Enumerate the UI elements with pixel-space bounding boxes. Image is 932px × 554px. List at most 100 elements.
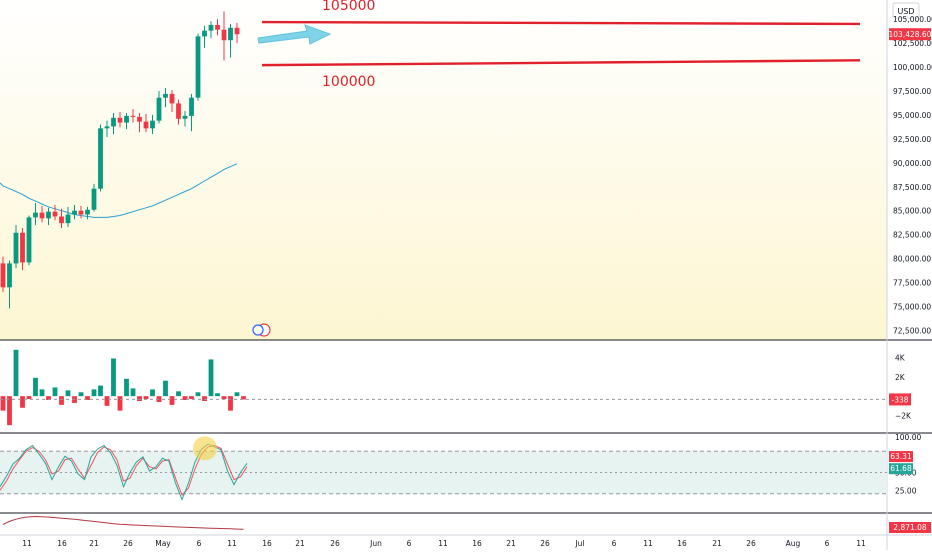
time-tick-label: 26 [540,539,550,548]
level-line [261,20,861,26]
price-tick-label: 100,000.00 [893,63,932,72]
candle-body [150,120,155,129]
volume-bar [241,396,246,400]
candle-body [111,117,116,127]
last-price-badge [889,28,931,41]
volume-tick-label: 4K [895,354,906,363]
candle-body [98,128,103,189]
candle-body [169,93,175,104]
time-tick-label: 26 [746,539,756,548]
time-tick-label: 21 [712,539,722,548]
time-tick-label: 21 [295,539,305,548]
candle-body [130,115,136,117]
volume-tick-label: −2K [895,412,912,421]
time-tick-label: 6 [197,539,202,548]
volume-bar [85,396,90,401]
candle-body [72,210,77,215]
volume-bar [13,349,19,397]
oscillator-d-label: 61.68 [890,464,912,473]
candle-body [163,93,168,98]
time-tick-label: 6 [825,539,830,548]
volume-bar [26,396,32,400]
currency-badge[interactable] [892,2,920,19]
time-tick-label: 26 [123,539,133,548]
candle-body [202,30,207,37]
volume-bar [156,396,162,402]
volume-bar [221,396,227,400]
oscillator-tick-label: 100.00 [895,433,921,442]
candle-body [182,115,188,119]
level-label: 100000 [322,74,375,90]
time-tick-label: 6 [612,539,617,548]
candle-body [0,263,6,288]
candle-body [20,232,25,263]
candle-body [176,103,181,119]
time-tick-label: 11 [22,539,32,548]
candle-body [208,24,214,31]
volume-bar [234,392,240,397]
candle-body [91,188,97,210]
volume-bar [65,390,71,397]
time-tick-label: 16 [677,539,687,548]
volume-bar [195,392,201,397]
volume-bar [176,391,181,397]
sub-indicator-line: 2,871.08 [2,515,931,533]
time-tick-label: May [155,539,171,548]
oscillator-band-fill [0,451,887,494]
price-tick-label: 102,500.00 [893,39,932,48]
time-axis[interactable]: 11 16 21 26 May 6 11 16 21 26 Jun 6 11 16 21 26 Jul 6 11 16… [22,539,866,548]
volume-last-label: -338 [891,395,908,404]
oscillator-k-badge [889,451,913,463]
volume-bar [208,359,214,397]
candle-body [59,216,64,224]
candle-body [7,263,12,288]
volume-bar [182,396,188,401]
time-tick-label: 11 [856,539,866,548]
volume-bar [169,396,175,405]
price-tick-label: 97,500.00 [893,87,931,96]
horizontal-levels[interactable]: 105000 100000 [261,0,861,90]
volume-bar [104,396,110,406]
volume-last-badge [889,393,911,406]
price-tick-label: 72,500.00 [893,326,931,335]
sub-indicator-badge [889,522,931,533]
oscillator-d-badge [889,463,913,475]
price-tick-label: 82,500.00 [893,231,931,240]
candle-body [104,126,110,129]
volume-bar [59,396,64,405]
candle-body [124,115,129,123]
price-axis-background[interactable] [887,0,932,535]
price-tick-label: 85,000.00 [893,207,931,216]
candle-body [228,27,233,41]
volume-bar [117,396,123,411]
candle-body [215,24,220,30]
candle-body [78,210,84,215]
candle-body [156,97,162,121]
time-tick-label: 21 [89,539,99,548]
main-price-axis[interactable]: 105,000.00 102,500.00 100,000.00 97,500.00 9… [893,15,932,335]
candle-body [65,214,71,224]
volume-bar [98,385,103,397]
price-tick-label: 75,000.00 [893,302,931,311]
flag-icon [252,324,264,336]
volume-bar [46,396,51,401]
time-tick-label: 21 [506,539,516,548]
volume-bar [130,388,136,397]
volume-bar [78,392,84,397]
sub-pane-background [0,513,887,535]
moving-average-layer [0,163,238,218]
price-axis-labels: 103,428.60 [889,28,932,41]
arrow-annotation[interactable] [257,24,332,45]
price-tick-label: 80,000.00 [893,255,931,264]
volume-bar [189,396,194,400]
price-tick-label: 92,500.00 [893,135,931,144]
arrow-shape [257,24,332,45]
candle-body [137,116,142,122]
candle-body [221,29,227,41]
economic-events-marker[interactable] [252,323,271,337]
volume-pane-background [0,340,887,433]
candle-body [52,211,58,217]
time-tick-label: 11 [227,539,237,548]
